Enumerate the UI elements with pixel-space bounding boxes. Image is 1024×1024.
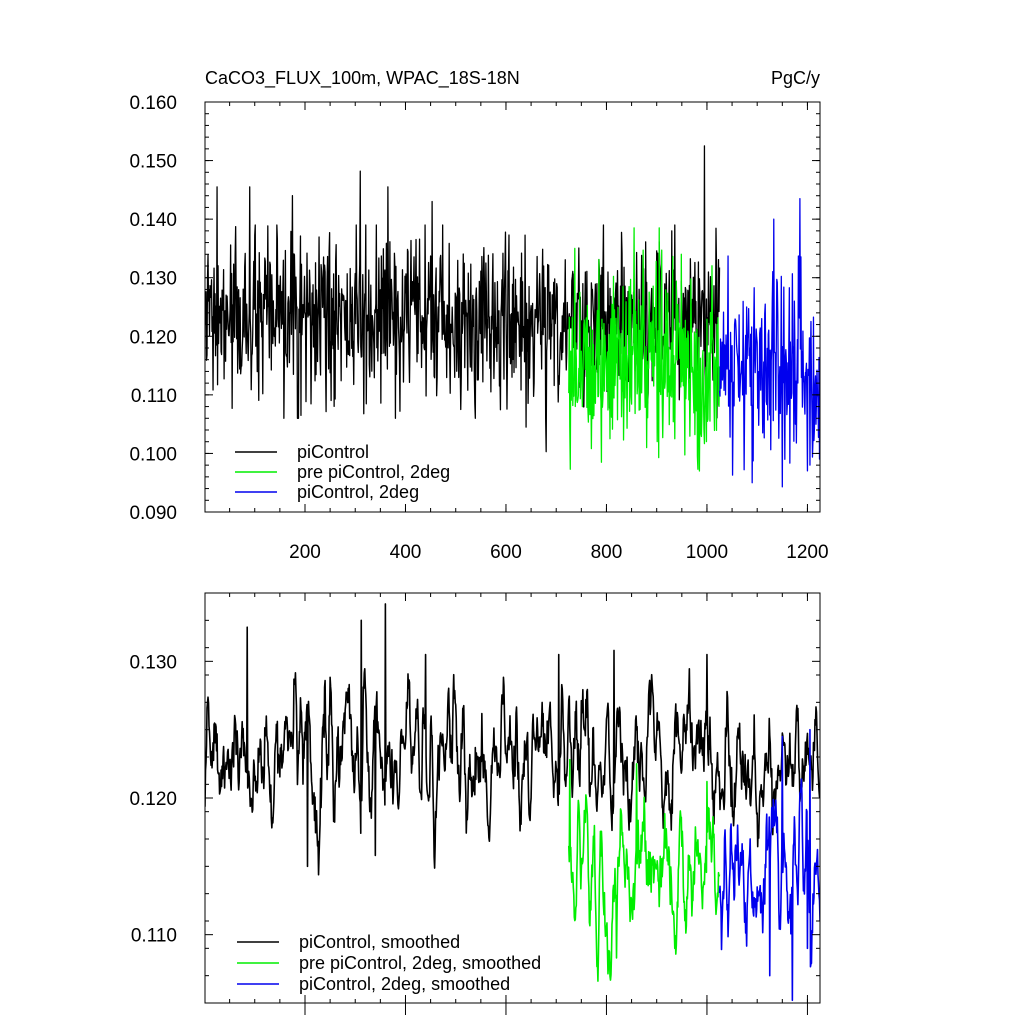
y-tick-label: 0.110 <box>131 926 177 947</box>
y-tick-label: 0.120 <box>129 789 177 810</box>
legend-label-1: pre piControl, 2deg, smoothed <box>299 953 541 973</box>
x-tick-labels: 200 400 600 800 1000 1200 <box>289 542 828 563</box>
y-tick-labels: 0.090 0.100 0.110 0.120 0.130 0.140 0.150 0.160 <box>129 93 177 524</box>
y-tick-label: 0.150 <box>129 152 177 173</box>
series-line-0 <box>205 603 820 876</box>
x-tick-label: 600 <box>490 542 522 563</box>
series-line-1 <box>568 227 721 472</box>
x-tick-label: 800 <box>591 542 623 563</box>
series-lines <box>205 603 820 1002</box>
y-tick-labels: 0.110 0.120 0.130 <box>129 652 177 946</box>
legend-label-1: pre piControl, 2deg <box>297 462 450 482</box>
y-tick-label: 0.130 <box>129 269 177 290</box>
x-tick-label: 400 <box>390 542 422 563</box>
legend-label-0: piControl <box>297 442 369 462</box>
series-line-2 <box>718 197 820 488</box>
y-tick-label: 0.100 <box>129 444 177 465</box>
legend-label-0: piControl, smoothed <box>299 932 460 952</box>
y-tick-label: 0.130 <box>129 652 177 673</box>
chart-title: CaCO3_FLUX_100m, WPAC_18S-18N <box>205 68 520 89</box>
y-tick-label: 0.090 <box>129 503 177 524</box>
x-tick-label: 200 <box>289 542 321 563</box>
axis-ticks <box>205 592 820 1015</box>
axis-ticks <box>205 101 820 513</box>
plot-frame <box>204 592 821 1004</box>
y-tick-label: 0.160 <box>129 93 177 114</box>
y-tick-label: 0.110 <box>131 386 177 407</box>
plot-frame <box>204 101 821 513</box>
series-line-1 <box>567 758 721 982</box>
y-tick-label: 0.120 <box>129 327 177 348</box>
y-tick-label: 0.140 <box>129 210 177 231</box>
top-panel: CaCO3_FLUX_100m, WPAC_18S-18N PgC/y 0.09… <box>129 68 828 563</box>
x-tick-label: 1000 <box>686 542 728 563</box>
legend-label-2: piControl, 2deg, smoothed <box>299 974 510 994</box>
series-line-2 <box>718 728 820 1002</box>
series-lines <box>205 145 820 488</box>
chart-units: PgC/y <box>771 68 820 88</box>
x-tick-label: 1200 <box>786 542 828 563</box>
legend-label-2: piControl, 2deg <box>297 482 419 502</box>
